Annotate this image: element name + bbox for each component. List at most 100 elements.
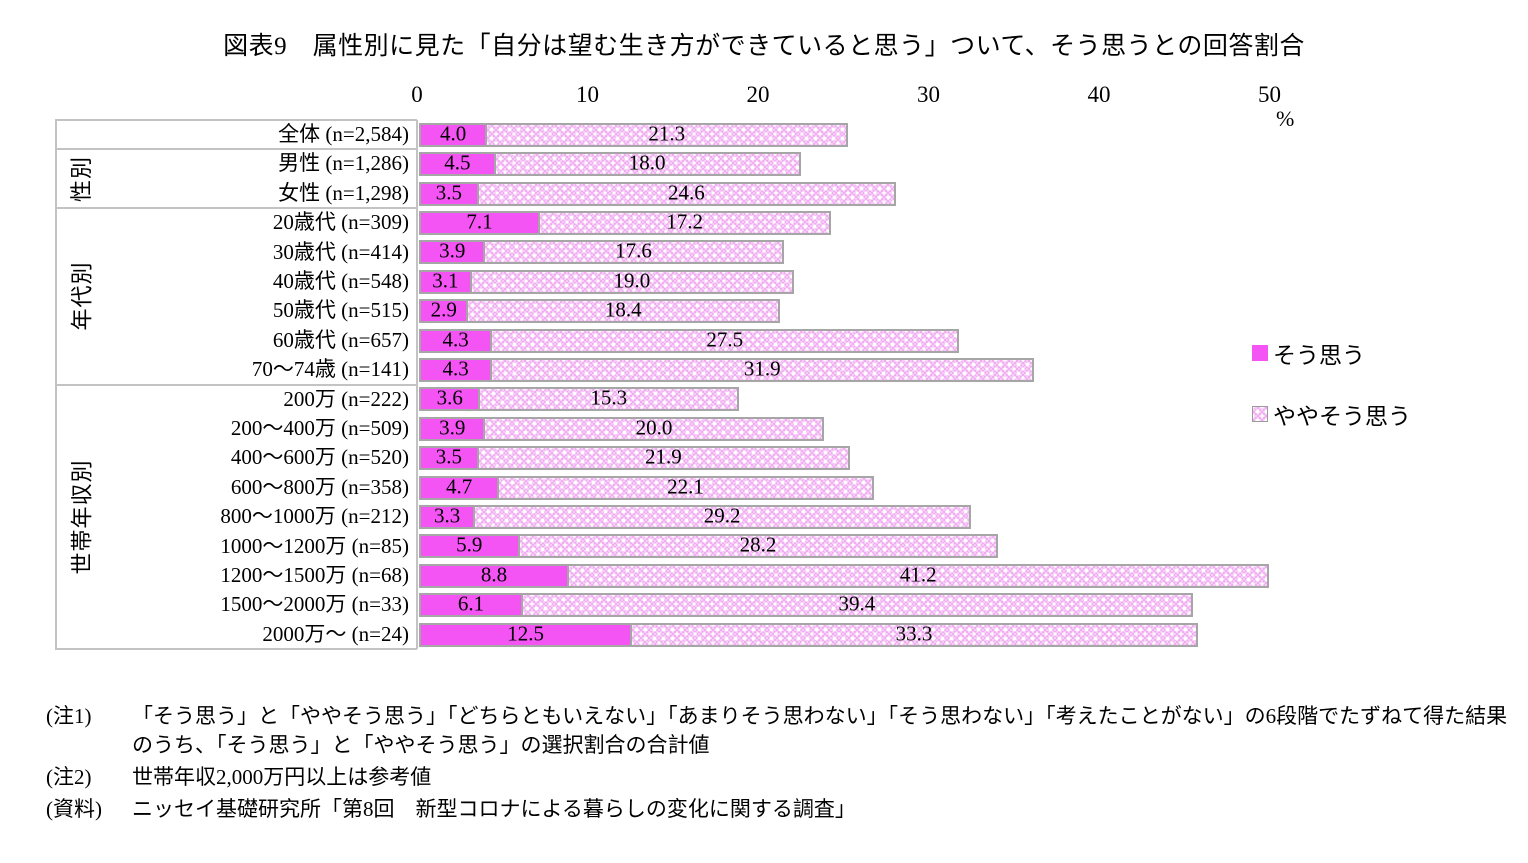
category-row: 3.3 29.2 — [419, 503, 972, 529]
bar-value-label: 4.5 — [444, 150, 471, 175]
category-row: 3.6 15.3 — [419, 385, 740, 412]
bar-value-label: 29.2 — [703, 503, 741, 528]
bar-value-label: 3.6 — [436, 385, 463, 410]
bar-segment-yaya-sou-omou: 19.0 — [469, 268, 794, 294]
footnote-text: ニッセイ基礎研究所「第8回 新型コロナによる暮らしの変化に関する調査」 — [132, 797, 856, 821]
category-label: 600〜800万 (n=358) — [230, 474, 409, 499]
bar-value-label: 6.1 — [457, 591, 485, 616]
axis-tick-label: 30 — [917, 82, 940, 107]
category-row: 3.1 19.0 — [419, 268, 794, 294]
bar-value-label: 31.9 — [743, 356, 781, 381]
category-label: 1000〜1200万 (n=85) — [220, 533, 409, 558]
bar-segment-yaya-sou-omou: 24.6 — [476, 180, 897, 206]
category-row: 4.0 21.3 — [419, 121, 849, 147]
bar-value-label: 12.5 — [507, 621, 544, 645]
bar-segment-sou-omou: 3.1 — [419, 268, 472, 294]
bar-segment-yaya-sou-omou: 21.9 — [476, 445, 851, 471]
axis-tick-label: 10 — [576, 82, 599, 107]
bar-value-label: 4.3 — [442, 327, 469, 351]
legend-swatch-pattern — [1252, 406, 1268, 422]
category-row: 2.9 18.4 — [419, 297, 781, 324]
bar-segment-sou-omou: 4.7 — [419, 474, 500, 500]
axis-unit-label: % — [1276, 106, 1295, 131]
footnote: (資料) ニッセイ基礎研究所「第8回 新型コロナによる暮らしの変化に関する調査」 — [46, 795, 1521, 824]
bar-segment-yaya-sou-omou: 39.4 — [521, 591, 1193, 618]
bar-segment-yaya-sou-omou: 28.2 — [517, 533, 999, 559]
bar-value-label: 18.0 — [628, 150, 666, 175]
group-separator-line — [55, 207, 417, 210]
category-label: 男性 (n=1,286) — [278, 151, 409, 176]
category-row: 8.8 41.2 — [419, 562, 1270, 588]
category-group-label: 年代別 — [58, 208, 102, 384]
chart-title: 図表9 属性別に見た「自分は望む生き方ができていると思う」ついて、そう思うとの回… — [223, 33, 1305, 60]
bar-segment-sou-omou: 4.0 — [419, 121, 488, 147]
bar-segment-yaya-sou-omou: 18.4 — [466, 297, 781, 324]
bar-segment-sou-omou: 5.9 — [419, 532, 520, 559]
category-row: 3.5 24.6 — [419, 180, 897, 206]
bar-segment-yaya-sou-omou: 29.2 — [473, 503, 972, 529]
category-row: 4.3 31.9 — [419, 356, 1035, 382]
bar-segment-yaya-sou-omou: 33.3 — [630, 621, 1198, 647]
footnotes: (注1) 「そう思う」と「ややそう思う」「どちらともいえない」「あまりそう思わな… — [46, 702, 1521, 827]
category-label: 50歳代 (n=515) — [272, 298, 409, 323]
category-row: 5.9 28.2 — [419, 532, 999, 559]
bar-segment-sou-omou: 4.3 — [419, 327, 493, 353]
category-label: 女性 (n=1,298) — [278, 180, 409, 205]
bar-segment-sou-omou: 6.1 — [419, 591, 523, 618]
bar-segment-sou-omou: 3.9 — [419, 238, 486, 265]
bar-segment-sou-omou: 12.5 — [419, 621, 633, 647]
bar-value-label: 22.1 — [667, 474, 704, 498]
legend-label: ややそう思う — [1273, 404, 1411, 429]
category-row: 4.7 22.1 — [419, 474, 874, 500]
bar-segment-sou-omou: 7.1 — [419, 209, 541, 235]
legend-label: そう思う — [1273, 343, 1365, 368]
footnote: (注2) 世帯年収2,000万円以上は参考値 — [46, 763, 1521, 792]
bar-value-label: 18.4 — [604, 297, 642, 322]
bar-segment-sou-omou: 3.5 — [419, 445, 479, 471]
category-group-label-text: 年代別 — [69, 261, 95, 331]
bar-segment-sou-omou: 4.3 — [419, 356, 493, 382]
category-label: 800〜1000万 (n=212) — [220, 504, 409, 529]
category-group-label: 世帯年収別 — [58, 385, 102, 650]
value-axis-line — [416, 120, 418, 650]
footnote-prefix: (資料) — [46, 797, 102, 821]
bar-value-label: 19.0 — [613, 268, 651, 293]
group-separator-line — [55, 648, 417, 651]
bar-value-label: 7.1 — [466, 209, 493, 234]
category-label: 20歳代 (n=309) — [272, 210, 409, 235]
bar-value-label: 3.1 — [432, 268, 459, 293]
category-row: 3.9 17.6 — [419, 238, 784, 265]
category-label: 40歳代 (n=548) — [272, 269, 409, 293]
bar-value-label: 4.3 — [442, 356, 469, 381]
category-row: 3.5 21.9 — [419, 445, 851, 471]
group-separator-line — [55, 148, 417, 151]
category-row: 6.1 39.4 — [419, 591, 1193, 618]
category-label: 60歳代 (n=657) — [272, 327, 409, 352]
bar-value-label: 2.9 — [430, 297, 457, 322]
bar-segment-sou-omou: 4.5 — [419, 150, 496, 177]
category-label: 1500〜2000万 (n=33) — [220, 592, 409, 617]
bar-value-label: 39.4 — [838, 591, 876, 616]
bar-segment-yaya-sou-omou: 41.2 — [567, 562, 1270, 588]
bar-value-label: 3.9 — [439, 238, 466, 263]
category-row: 7.1 17.2 — [419, 209, 832, 235]
bar-value-label: 17.6 — [615, 238, 652, 263]
category-label: 1200〜1500万 (n=68) — [220, 563, 409, 587]
group-separator-line — [55, 119, 417, 121]
label-block-left-border — [55, 120, 57, 650]
axis-tick-label: 0 — [411, 82, 423, 107]
bar-value-label: 24.6 — [668, 180, 705, 204]
category-row: 4.5 18.0 — [419, 150, 801, 177]
category-row: 12.5 33.3 — [419, 621, 1198, 647]
axis-tick-label: 20 — [746, 82, 770, 107]
legend-item-sou-omou: そう思う — [1252, 336, 1411, 370]
bar-segment-yaya-sou-omou: 15.3 — [478, 385, 740, 412]
bar-value-label: 21.3 — [648, 121, 686, 146]
bar-segment-yaya-sou-omou: 18.0 — [493, 150, 801, 177]
category-label: 全体 (n=2,584) — [278, 122, 409, 146]
bar-value-label: 5.9 — [456, 532, 483, 557]
category-row: 4.3 27.5 — [419, 327, 960, 353]
bar-value-label: 15.3 — [590, 385, 628, 410]
footnote-prefix: (注1) — [46, 704, 92, 728]
